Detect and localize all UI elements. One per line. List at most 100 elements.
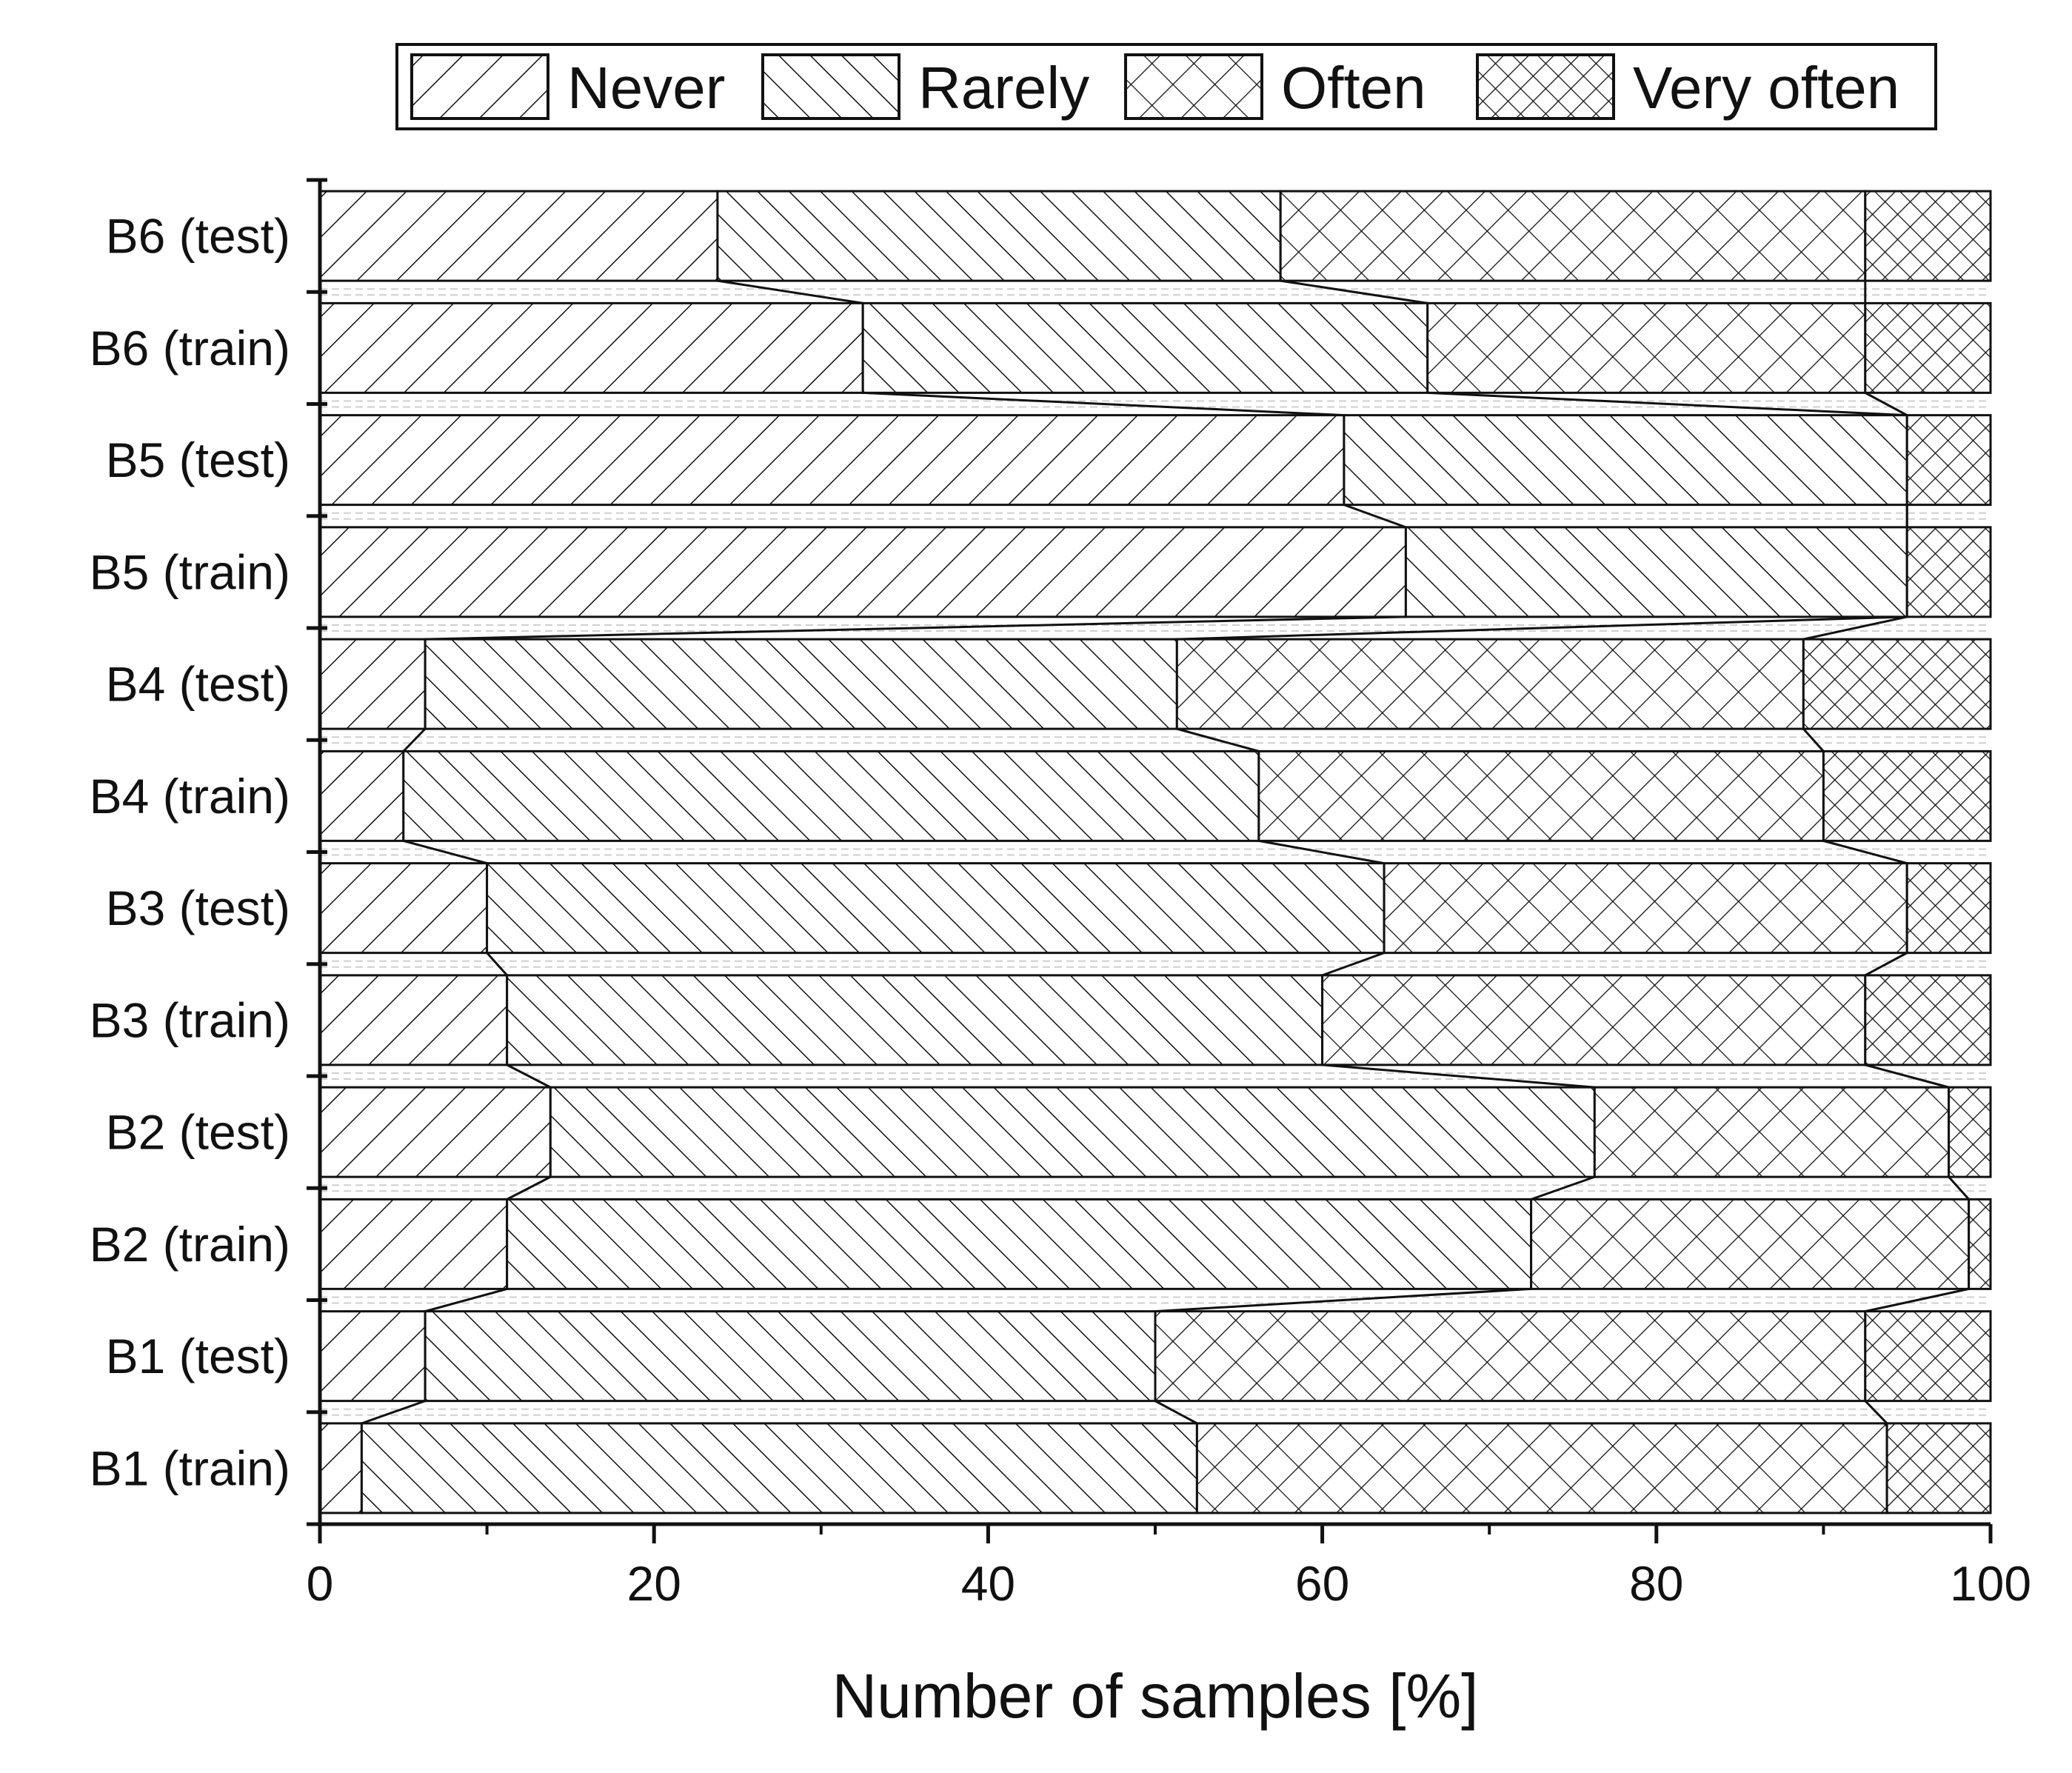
bar-b4-test-rarely (424, 638, 1178, 730)
bar-b5-train-rarely (1404, 526, 1908, 618)
bars (318, 190, 1992, 1515)
bar-b6-train-very-often (1864, 301, 1992, 394)
connector-line (717, 279, 863, 304)
bar-b4-train-often (1257, 749, 1825, 842)
connector-line (1154, 1400, 1198, 1425)
bar-b2-test-rarely (549, 1086, 1596, 1178)
bar-b5-train-very-often (1905, 526, 1992, 618)
bar-b3-train-very-often (1864, 974, 1992, 1066)
bar-b2-test-very-often (1948, 1086, 1992, 1178)
x-axis-title: Number of samples [%] (832, 1661, 1479, 1731)
bar-b1-train-often (1195, 1422, 1888, 1515)
y-tick-label: B6 (train) (90, 321, 290, 375)
bar-b3-test-very-often (1905, 862, 1992, 955)
bar-b1-train-never (318, 1422, 363, 1515)
x-tick-label: 0 (307, 1556, 334, 1611)
connector-line (1865, 952, 1908, 977)
bar-b6-test-never (318, 190, 719, 282)
connector-line (1531, 1175, 1595, 1201)
bar-b4-train-rarely (402, 749, 1260, 842)
legend-label-rarely: Rarely (918, 55, 1089, 121)
bar-b1-test-rarely (424, 1310, 1157, 1403)
y-tick-label: B2 (test) (106, 1105, 290, 1160)
bar-b4-train-never (318, 749, 405, 842)
bar-b1-train-very-often (1885, 1422, 1992, 1515)
legend: Never Rarely Often Very often (395, 43, 1937, 130)
connector-line (424, 1287, 508, 1313)
connector-line (1865, 392, 1908, 416)
bar-b2-train-rarely (506, 1198, 1533, 1290)
y-tick-label: B5 (test) (106, 433, 290, 487)
bar-b2-test-often (1593, 1086, 1951, 1178)
connector-line (506, 1064, 552, 1089)
connector-line (1280, 279, 1428, 304)
connector-line (1948, 1176, 1970, 1201)
connector-line (1864, 1400, 1888, 1424)
x-tick-label: 40 (961, 1556, 1015, 1611)
connector-line (403, 839, 487, 865)
bar-b3-test-never (318, 862, 489, 955)
axes: B1 (train) B1 (test) B2 (train) B2 (test) B3… (90, 178, 2031, 1731)
bar-b1-test-very-often (1864, 1310, 1992, 1403)
connector-line (506, 1175, 552, 1201)
connector-line (1803, 615, 1908, 641)
y-tick-label: B3 (train) (90, 992, 290, 1047)
connector-line (1865, 1064, 1949, 1089)
connector-line (1322, 952, 1385, 977)
bar-b6-train-often (1426, 301, 1867, 394)
bar-b5-test-rarely (1343, 414, 1908, 507)
y-tick-label: B1 (train) (90, 1440, 290, 1495)
bar-b6-test-very-often (1864, 190, 1992, 282)
bar-b3-train-often (1321, 974, 1867, 1066)
connector-line (486, 952, 508, 976)
bar-b4-test-never (318, 638, 427, 730)
legend-label-never: Never (567, 55, 725, 121)
connector-line (1322, 1064, 1595, 1089)
bar-b2-train-often (1530, 1198, 1971, 1290)
connector-line (402, 728, 427, 752)
y-tick-label: B5 (train) (90, 544, 290, 599)
legend-label-often: Often (1281, 55, 1426, 121)
connector-line (1176, 727, 1260, 752)
bar-b3-test-often (1383, 862, 1908, 955)
legend-swatch-very-often (1476, 53, 1615, 120)
bar-b4-train-very-often (1822, 749, 1992, 842)
connector-line (1427, 391, 1908, 417)
bar-b6-test-rarely (716, 190, 1282, 282)
bar-b2-train-never (318, 1198, 509, 1290)
bar-b1-test-never (318, 1310, 427, 1403)
bar-b5-test-very-often (1905, 414, 1992, 507)
x-tick-label: 60 (1295, 1556, 1349, 1611)
bar-b4-test-very-often (1802, 638, 1992, 730)
connector-line (361, 1400, 426, 1425)
connector-lines (361, 279, 1970, 1425)
y-tick-label: B3 (test) (106, 881, 290, 935)
y-tick-label: B4 (train) (90, 769, 290, 824)
y-tick-label: B6 (test) (106, 209, 290, 264)
connector-line (863, 391, 1344, 417)
connector-line (1343, 504, 1406, 529)
legend-swatch-never (410, 53, 549, 120)
bar-b6-test-often (1279, 190, 1867, 282)
y-tick-label: B2 (train) (90, 1217, 290, 1272)
bar-b2-test-never (318, 1086, 552, 1178)
connector-line (1177, 615, 1908, 641)
bar-b1-train-rarely (360, 1422, 1198, 1515)
bar-b6-train-rarely (861, 301, 1429, 394)
bar-b4-test-often (1175, 638, 1805, 730)
bar-b5-train-never (318, 526, 1407, 618)
connector-line (1823, 839, 1908, 865)
bar-b3-train-never (318, 974, 509, 1066)
bar-b3-train-rarely (506, 974, 1324, 1066)
bar-b3-test-rarely (486, 862, 1386, 955)
bar-b6-train-never (318, 301, 864, 394)
connector-line (1258, 839, 1385, 865)
bar-b2-train-very-often (1968, 1198, 1992, 1290)
x-tick-label: 80 (1629, 1556, 1683, 1611)
connector-line (1802, 728, 1825, 752)
bar-b5-test-never (318, 414, 1346, 507)
legend-swatch-often (1124, 53, 1263, 120)
x-tick-label: 20 (626, 1556, 681, 1611)
legend-swatch-rarely (761, 53, 900, 120)
